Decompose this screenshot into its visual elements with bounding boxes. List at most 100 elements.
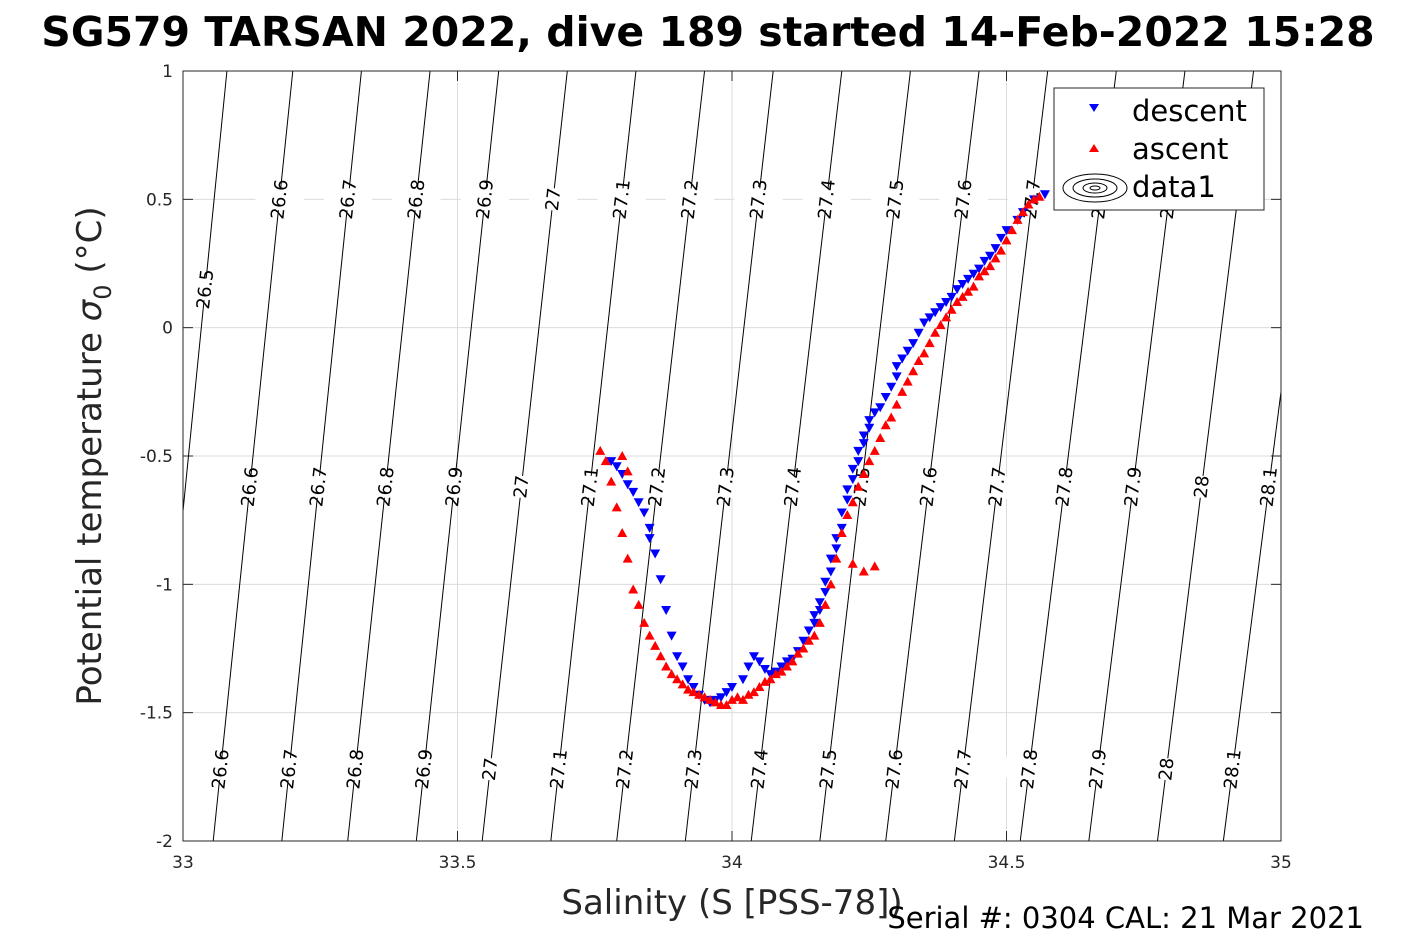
y-tick-label: 0.5	[146, 190, 173, 210]
contour-label: 27.7	[951, 748, 976, 790]
ascent-point	[748, 687, 759, 697]
contour-label: 26.8	[343, 748, 368, 790]
descent-point	[661, 606, 672, 615]
contour-label: 27.5	[816, 748, 841, 790]
ascent-point	[705, 694, 716, 704]
ascent-point	[941, 312, 952, 322]
ascent-point	[1001, 235, 1012, 245]
descent-point	[864, 423, 875, 433]
ascent-point	[831, 553, 842, 563]
ascent-point	[930, 327, 941, 337]
ascent-point	[974, 271, 985, 281]
ascent-point	[847, 497, 858, 507]
contour-label-bg	[398, 755, 450, 783]
descent-point	[902, 346, 913, 356]
descent-point	[913, 328, 924, 338]
contour-label-bg	[668, 755, 719, 783]
descent-point	[919, 318, 930, 328]
contour-label: 26.6	[238, 466, 263, 508]
descent-point	[825, 554, 836, 564]
contour-label-bg	[937, 755, 989, 783]
descent-point	[639, 508, 650, 518]
contour-label: 26.8	[373, 466, 398, 508]
contour-label-bg	[632, 473, 683, 501]
ascent-point	[787, 656, 798, 666]
contour-label: 27.2	[678, 178, 703, 220]
ascent-point	[946, 304, 957, 314]
ascent-point	[886, 412, 897, 422]
descent-point	[990, 244, 1001, 254]
ascent-point	[672, 674, 683, 684]
ascent-point	[655, 651, 666, 661]
ascent-point	[639, 617, 650, 627]
contour-label: 27.6	[916, 466, 941, 508]
contour-label: 27	[479, 757, 502, 782]
contour-label: 27.3	[714, 466, 739, 508]
contour-label: 26.6	[208, 748, 233, 790]
contour-label-bg	[264, 755, 315, 783]
x-tick-label: 33.5	[439, 853, 477, 873]
contour-label: 26.6	[267, 178, 292, 220]
descent-point	[798, 636, 809, 646]
ascent-point	[622, 466, 633, 476]
contour-label-bg	[293, 473, 344, 501]
descent-point	[825, 567, 836, 577]
ascent-point	[732, 692, 743, 702]
ascent-point	[952, 297, 963, 306]
descent-point	[743, 662, 754, 672]
ascent-point	[688, 687, 699, 697]
descent-point	[628, 487, 639, 497]
contour-label: 27.1	[547, 748, 572, 790]
ascent-point	[935, 320, 946, 330]
contour-label-bg	[496, 473, 547, 501]
descent-point	[814, 598, 825, 608]
contour-label: 27.3	[681, 748, 706, 790]
ascent-point	[875, 433, 886, 443]
y-axis-label-sigma: σ	[70, 298, 110, 321]
contour-label-bg	[195, 755, 246, 783]
ascent-point	[727, 694, 737, 704]
ascent-point	[677, 679, 688, 689]
ascent-point	[979, 266, 990, 276]
contour-label: 27.5	[883, 178, 908, 220]
contour-label: 27	[542, 187, 565, 212]
contour-label: 26.7	[306, 466, 331, 508]
descent-point	[655, 575, 666, 585]
contour-label: 28.1	[1220, 748, 1245, 790]
contour-label: 27.1	[610, 178, 635, 220]
contour-label: 26.9	[442, 466, 467, 508]
contour-label: 27.8	[1052, 466, 1077, 508]
descent-point	[858, 439, 869, 449]
ascent-point	[600, 456, 611, 466]
descent-point	[683, 675, 694, 685]
contour-label-bg	[1072, 755, 1123, 783]
descent-point	[666, 631, 677, 641]
descent-point	[946, 292, 957, 302]
descent-point	[930, 308, 941, 318]
y-axis-label: Potential temperature σ0 (°C)	[70, 206, 117, 705]
y-tick-label: 1	[162, 62, 173, 82]
contour-label-bg	[1141, 755, 1192, 783]
descent-point	[924, 313, 935, 323]
contour-label-bg	[836, 473, 887, 501]
descent-point	[716, 693, 727, 703]
legend-ascent-label: ascent	[1132, 132, 1228, 166]
ascent-point	[683, 684, 694, 694]
contour-label-bg	[599, 755, 651, 783]
contour-label: 26.9	[473, 178, 498, 220]
contour-label-bg	[1176, 473, 1227, 501]
descent-point	[759, 665, 770, 675]
ascent-point	[1012, 214, 1023, 224]
contour-label-bg	[767, 473, 818, 501]
contour-label-bg	[733, 185, 784, 213]
descent-point	[809, 618, 820, 628]
descent-point	[853, 446, 864, 456]
descent-point	[897, 354, 908, 364]
descent-point	[847, 464, 858, 474]
contour-label-bg	[869, 755, 920, 783]
contour-label-bg	[360, 473, 411, 501]
y-axis-label-unit: (°C)	[70, 206, 110, 284]
contour-label-bg	[429, 473, 480, 501]
ascent-point	[1006, 225, 1017, 235]
ascent-point	[908, 366, 919, 376]
